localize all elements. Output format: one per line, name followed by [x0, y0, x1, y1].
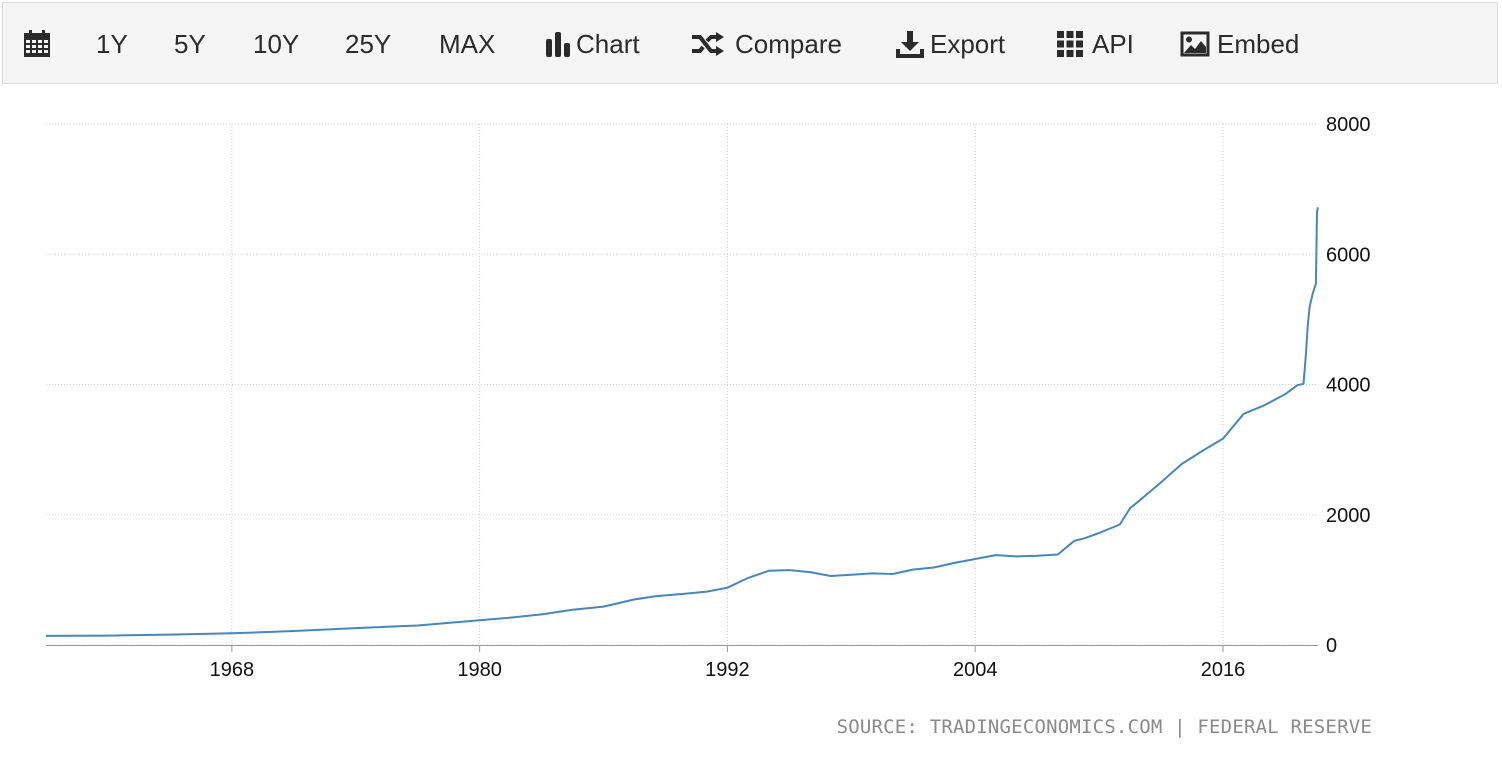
range-max-button[interactable]: MAX [439, 28, 496, 59]
chart-type-button[interactable]: Chart [544, 3, 640, 85]
image-icon [1180, 31, 1210, 57]
y-tick-label: 6000 [1326, 244, 1371, 266]
line-chart: 0 2000 4000 6000 8000 1968 1980 1992 2004 2016 [45, 114, 1371, 681]
chart-area: 0 2000 4000 6000 8000 1968 1980 1992 2004 2016 [0, 84, 1502, 768]
compare-label: Compare [735, 28, 842, 59]
api-button[interactable]: API [1056, 3, 1134, 85]
range-5y-button[interactable]: 5Y [174, 28, 206, 59]
source-note: SOURCE: TRADINGECONOMICS.COM | FEDERAL R… [836, 716, 1372, 738]
x-tick-label: 2016 [1201, 659, 1246, 681]
x-tick-label: 1968 [210, 659, 255, 681]
series-line [45, 207, 1319, 637]
calendar-button[interactable] [23, 3, 51, 85]
range-10y-button[interactable]: 10Y [253, 28, 300, 59]
embed-label: Embed [1217, 28, 1300, 59]
chart-type-label: Chart [576, 28, 640, 59]
chart-toolbar: 1Y 5Y 10Y 25Y MAX Chart Compare Export [2, 2, 1498, 84]
download-icon [896, 31, 924, 58]
y-tick-label: 8000 [1326, 114, 1371, 136]
range-1y-button[interactable]: 1Y [96, 28, 128, 59]
embed-button[interactable]: Embed [1180, 3, 1299, 85]
y-tick-label: 0 [1326, 635, 1337, 657]
shuffle-icon [692, 32, 724, 56]
x-tick-label: 2004 [953, 659, 998, 681]
x-tick-label: 1992 [705, 659, 750, 681]
calendar-icon [24, 30, 50, 57]
export-button[interactable]: Export [896, 3, 1005, 85]
compare-button[interactable]: Compare [691, 3, 842, 85]
y-tick-label: 4000 [1326, 375, 1371, 397]
api-label: API [1092, 28, 1134, 59]
bar-chart-icon [546, 32, 570, 57]
grid-icon [1057, 31, 1083, 57]
y-tick-label: 2000 [1326, 505, 1371, 527]
x-tick-label: 1980 [457, 659, 502, 681]
range-25y-button[interactable]: 25Y [345, 28, 392, 59]
export-label: Export [930, 28, 1006, 59]
